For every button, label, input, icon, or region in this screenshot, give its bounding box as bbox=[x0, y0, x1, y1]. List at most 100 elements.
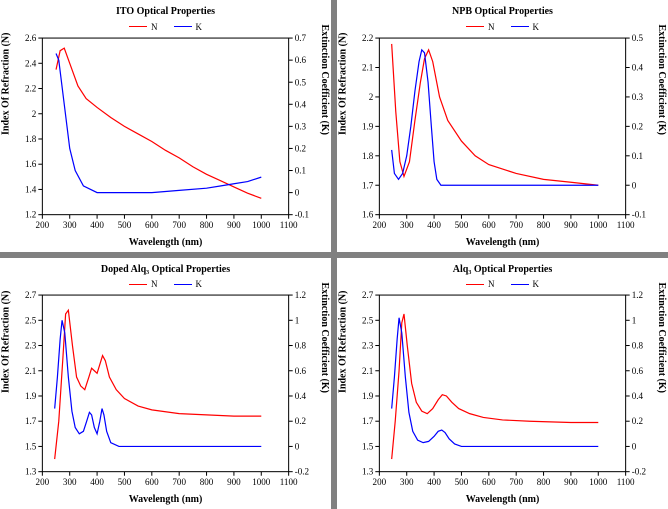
svg-text:2.7: 2.7 bbox=[25, 291, 37, 300]
legend-item: N bbox=[466, 279, 495, 289]
chart-title: Doped Alq₃ Optical Properties bbox=[4, 264, 327, 275]
legend-item: K bbox=[174, 279, 203, 289]
series-line bbox=[56, 48, 261, 198]
svg-text:-0.1: -0.1 bbox=[632, 209, 646, 219]
chart-legend: NK bbox=[4, 277, 327, 290]
svg-text:0.2: 0.2 bbox=[632, 416, 644, 426]
svg-text:700: 700 bbox=[172, 477, 186, 487]
plot-area: Index Of Refraction (N)Extinction Coeffi… bbox=[4, 34, 327, 237]
legend-label: N bbox=[488, 279, 495, 289]
legend-swatch bbox=[129, 284, 147, 285]
y-axis-left-label: Index Of Refraction (N) bbox=[338, 33, 349, 135]
svg-text:2.1: 2.1 bbox=[362, 366, 373, 376]
svg-text:0.2: 0.2 bbox=[632, 121, 644, 131]
svg-text:0.2: 0.2 bbox=[295, 416, 307, 426]
series-line bbox=[55, 310, 262, 459]
svg-text:0.3: 0.3 bbox=[632, 91, 644, 101]
chart-panel-0: ITO Optical PropertiesNKIndex Of Refract… bbox=[0, 0, 331, 252]
svg-text:2.6: 2.6 bbox=[25, 34, 37, 43]
svg-text:0.8: 0.8 bbox=[632, 341, 644, 351]
svg-text:200: 200 bbox=[373, 477, 387, 487]
chart-legend: NK bbox=[4, 19, 327, 32]
plot-area: Index Of Refraction (N)Extinction Coeffi… bbox=[4, 291, 327, 494]
legend-swatch bbox=[129, 26, 147, 27]
chart-svg: 200300400500600700800900100011001.31.51.… bbox=[341, 291, 664, 494]
svg-text:1100: 1100 bbox=[280, 477, 298, 487]
svg-text:300: 300 bbox=[400, 477, 414, 487]
svg-text:900: 900 bbox=[227, 219, 241, 229]
legend-item: N bbox=[129, 22, 158, 32]
svg-text:-0.1: -0.1 bbox=[295, 209, 309, 219]
svg-text:0.4: 0.4 bbox=[632, 62, 644, 72]
svg-text:1000: 1000 bbox=[589, 219, 608, 229]
svg-text:500: 500 bbox=[118, 477, 132, 487]
svg-text:0.7: 0.7 bbox=[295, 34, 307, 43]
svg-text:0.6: 0.6 bbox=[295, 55, 307, 65]
legend-swatch bbox=[466, 26, 484, 27]
svg-text:1000: 1000 bbox=[252, 219, 271, 229]
svg-text:1.2: 1.2 bbox=[25, 209, 37, 219]
svg-text:700: 700 bbox=[509, 477, 523, 487]
svg-text:2.7: 2.7 bbox=[362, 291, 374, 300]
svg-text:1.2: 1.2 bbox=[295, 291, 307, 300]
svg-text:0.5: 0.5 bbox=[295, 77, 307, 87]
svg-text:400: 400 bbox=[427, 477, 441, 487]
svg-text:1.5: 1.5 bbox=[362, 441, 374, 451]
legend-label: K bbox=[196, 22, 203, 32]
legend-label: N bbox=[151, 279, 158, 289]
svg-text:0: 0 bbox=[632, 180, 637, 190]
svg-text:200: 200 bbox=[373, 219, 387, 229]
svg-text:1.2: 1.2 bbox=[632, 291, 644, 300]
svg-text:1: 1 bbox=[632, 315, 637, 325]
chart-legend: NK bbox=[341, 19, 664, 32]
svg-text:1100: 1100 bbox=[280, 219, 298, 229]
svg-text:2: 2 bbox=[32, 108, 37, 118]
legend-item: K bbox=[511, 22, 540, 32]
svg-text:1.3: 1.3 bbox=[362, 467, 374, 477]
svg-text:1100: 1100 bbox=[617, 477, 635, 487]
svg-text:0.1: 0.1 bbox=[632, 150, 643, 160]
svg-text:1.9: 1.9 bbox=[25, 391, 37, 401]
svg-text:1000: 1000 bbox=[589, 477, 608, 487]
svg-text:0: 0 bbox=[632, 441, 637, 451]
legend-label: K bbox=[196, 279, 203, 289]
legend-label: K bbox=[533, 279, 540, 289]
series-line bbox=[392, 314, 599, 459]
svg-text:400: 400 bbox=[90, 477, 104, 487]
svg-text:1.9: 1.9 bbox=[362, 391, 374, 401]
x-axis-label: Wavelength (nm) bbox=[341, 237, 664, 248]
x-axis-label: Wavelength (nm) bbox=[4, 494, 327, 505]
series-line bbox=[392, 43, 599, 184]
series-line bbox=[56, 53, 261, 192]
svg-text:0.4: 0.4 bbox=[295, 99, 307, 109]
svg-text:2.3: 2.3 bbox=[25, 341, 37, 351]
chart-panel-3: Alq₃ Optical PropertiesNKIndex Of Refrac… bbox=[337, 258, 668, 509]
y-axis-left-label: Index Of Refraction (N) bbox=[1, 290, 12, 392]
y-axis-left-label: Index Of Refraction (N) bbox=[338, 290, 349, 392]
svg-text:0: 0 bbox=[295, 441, 300, 451]
legend-swatch bbox=[511, 284, 529, 285]
svg-text:2.2: 2.2 bbox=[362, 34, 374, 43]
y-axis-right-label: Extinction Coefficient (K) bbox=[657, 24, 668, 135]
chart-title: NPB Optical Properties bbox=[341, 6, 664, 17]
legend-swatch bbox=[466, 284, 484, 285]
svg-text:800: 800 bbox=[537, 477, 551, 487]
legend-swatch bbox=[511, 26, 529, 27]
svg-text:1.9: 1.9 bbox=[362, 121, 374, 131]
chart-legend: NK bbox=[341, 277, 664, 290]
chart-panel-2: Doped Alq₃ Optical PropertiesNKIndex Of … bbox=[0, 258, 331, 509]
svg-text:500: 500 bbox=[118, 219, 132, 229]
y-axis-right-label: Extinction Coefficient (K) bbox=[320, 282, 331, 393]
svg-text:500: 500 bbox=[455, 477, 469, 487]
svg-text:600: 600 bbox=[482, 477, 496, 487]
svg-text:1.7: 1.7 bbox=[25, 416, 37, 426]
svg-text:1.5: 1.5 bbox=[25, 441, 37, 451]
y-axis-left-label: Index Of Refraction (N) bbox=[1, 33, 12, 135]
svg-text:0.8: 0.8 bbox=[295, 341, 307, 351]
svg-text:0.4: 0.4 bbox=[295, 391, 307, 401]
svg-text:2.4: 2.4 bbox=[25, 58, 37, 68]
chart-panel-1: NPB Optical Properties NKIndex Of Refract… bbox=[337, 0, 668, 252]
svg-text:0.3: 0.3 bbox=[295, 121, 307, 131]
svg-text:700: 700 bbox=[509, 219, 523, 229]
svg-text:700: 700 bbox=[172, 219, 186, 229]
